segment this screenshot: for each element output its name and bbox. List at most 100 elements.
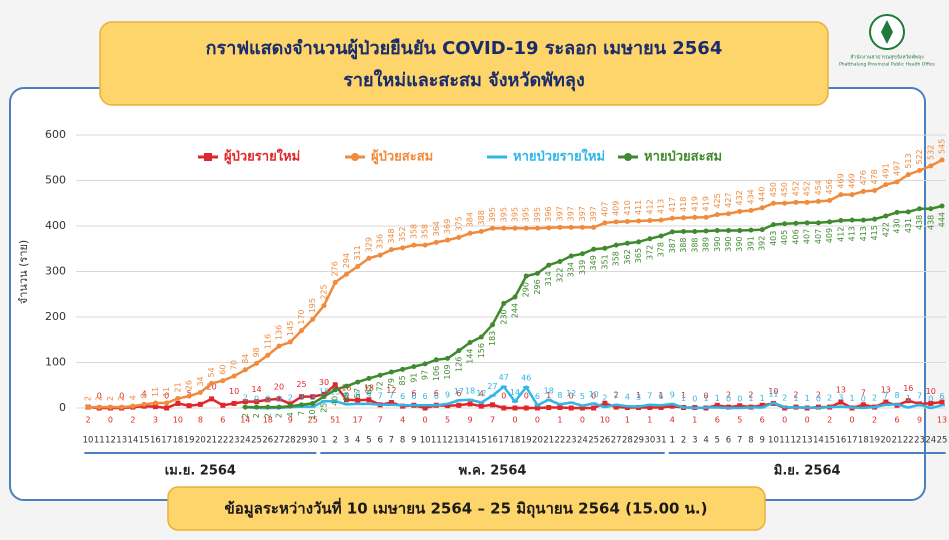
point (927, 407, 934, 409)
data-label: 156 (477, 343, 486, 358)
point (782, 221, 788, 227)
data-label: 410 (623, 200, 632, 215)
data-label: 12 (386, 386, 396, 395)
data-label: 6 (939, 392, 944, 401)
point (107, 404, 113, 410)
point (287, 339, 293, 345)
data-label: 6 (760, 416, 765, 425)
data-label: 454 (814, 180, 823, 195)
data-label: 15 (319, 388, 329, 397)
data-label: 9 (670, 390, 675, 399)
x-tick-label: 13 (116, 436, 127, 446)
point (872, 216, 878, 222)
data-label: 14 (251, 385, 261, 394)
data-label: 18 (465, 386, 475, 395)
x-tick-label: 23 (229, 436, 240, 446)
data-label: 434 (746, 189, 755, 204)
point (400, 245, 406, 251)
point (579, 404, 586, 407)
x-tick-label: 7 (389, 436, 394, 446)
x-tick-label: 10 (420, 436, 431, 446)
data-label: 1 (625, 416, 630, 425)
x-tick-label: 13 (802, 436, 813, 446)
point (355, 263, 361, 269)
data-label: 7 (883, 391, 888, 400)
x-tick-label: 14 (813, 436, 824, 446)
point (647, 405, 653, 411)
point (669, 402, 676, 405)
point (557, 258, 563, 264)
data-label: 513 (904, 153, 913, 168)
data-label: 0 (928, 395, 933, 404)
data-label: 1 (681, 394, 686, 403)
point (939, 399, 945, 405)
point (265, 404, 271, 410)
data-label: 72 (376, 381, 385, 391)
point (366, 375, 372, 381)
point (939, 157, 945, 163)
x-tick-label: 19 (184, 436, 195, 446)
data-label: 183 (488, 331, 497, 346)
x-group-label: พ.ค. 2564 (459, 464, 527, 479)
point (343, 397, 349, 403)
point (601, 406, 608, 409)
point (849, 406, 856, 409)
data-label: 412 (645, 199, 654, 214)
x-tick-label: 11 (779, 436, 790, 446)
point (456, 234, 462, 240)
data-label: 2 (263, 413, 272, 418)
point (871, 406, 878, 409)
data-label: 13 (836, 386, 846, 395)
data-label: 395 (533, 207, 542, 222)
point (894, 179, 900, 185)
point (343, 271, 349, 277)
data-label: 476 (859, 170, 868, 185)
x-tick-label: 24 (925, 436, 936, 446)
point (838, 192, 844, 198)
point (883, 182, 889, 188)
x-tick-label: 11 (94, 436, 105, 446)
data-label: 1 (636, 391, 641, 400)
data-label: 339 (578, 260, 587, 275)
data-label: 2 (130, 416, 135, 425)
data-label: 0 (119, 392, 124, 401)
point (636, 239, 642, 245)
data-label: 1 (760, 394, 765, 403)
data-label: 2 (288, 394, 293, 403)
data-label: 392 (758, 236, 767, 251)
data-label: 0 (535, 416, 540, 425)
point (928, 400, 934, 406)
data-label: 432 (735, 190, 744, 205)
data-label: 336 (376, 234, 385, 249)
x-tick-label: 8 (748, 436, 753, 446)
point (332, 400, 339, 403)
data-label: 97 (421, 370, 430, 380)
data-label: 452 (803, 181, 812, 196)
x-tick-label: 13 (453, 436, 464, 446)
point (309, 405, 316, 408)
point (747, 406, 754, 409)
data-label: 0 (164, 392, 169, 401)
data-label: 322 (555, 267, 564, 282)
x-tick-label: 30 (307, 436, 318, 446)
point (872, 188, 878, 194)
point (838, 218, 844, 224)
point (445, 403, 451, 409)
point (444, 402, 451, 405)
x-tick-label: 28 (622, 436, 633, 446)
point (737, 208, 743, 214)
data-label: 6 (659, 392, 664, 401)
data-label: 7 (917, 391, 922, 400)
point (815, 198, 821, 204)
point (680, 406, 687, 409)
point (557, 405, 563, 411)
data-label: 409 (825, 228, 834, 243)
legend-label: หายป่วยสะสม (644, 150, 722, 165)
data-label: 9 (917, 416, 922, 425)
point (478, 403, 484, 409)
data-label: 390 (724, 237, 733, 252)
point (512, 225, 518, 231)
data-label: 294 (342, 253, 351, 268)
x-tick-label: 14 (128, 436, 139, 446)
data-label: 362 (623, 249, 632, 264)
